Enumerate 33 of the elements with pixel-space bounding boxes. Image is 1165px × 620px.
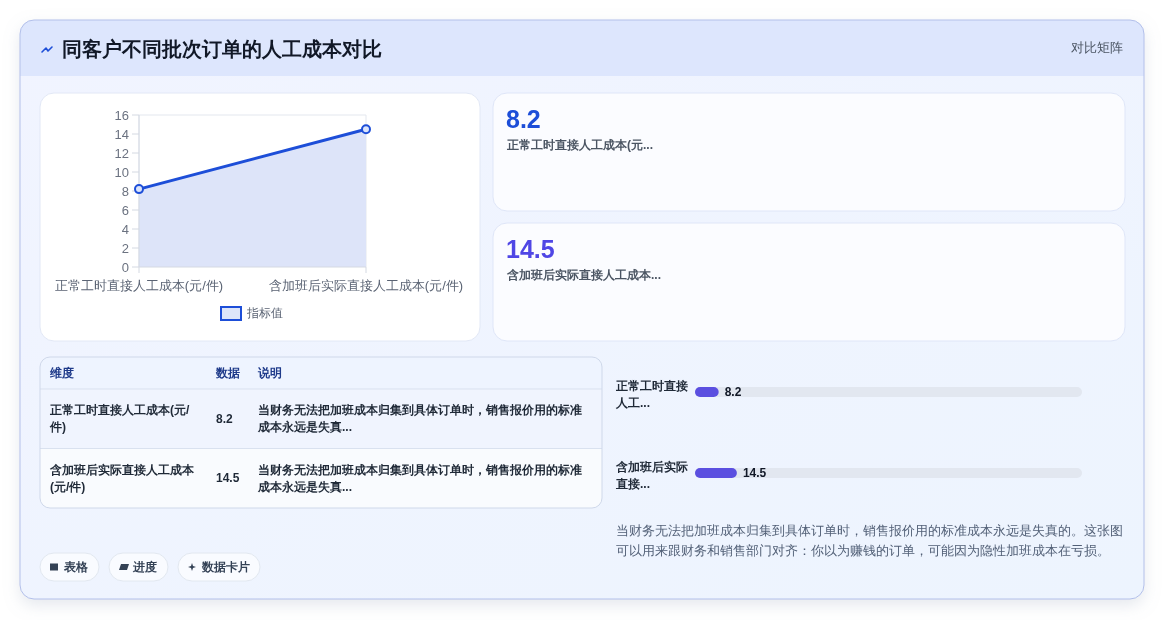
chart-title: 同客户不同批次订单的人工成本对比 xyxy=(62,38,382,60)
y-tick-label: 14 xyxy=(114,126,129,142)
text: 数据 xyxy=(215,366,240,380)
y-tick-label: 6 xyxy=(121,202,129,218)
y-tick-label: 0 xyxy=(121,259,129,275)
data-label: 14.5 xyxy=(216,471,240,486)
text: 当财务无法把加班成本归集到具体订单时，销售报价用的标准成本永远是失真的。这张图可以用来跟财务和销售部门对齐：你以为赚钱的订单，可能因为隐性加班成本在亏损。 xyxy=(616,523,1123,558)
y-tick-label: 正常工时直接人工... xyxy=(615,378,688,410)
category-label: 正常工时直接人工成本(元/件) xyxy=(49,403,190,435)
y-tick-label: 16 xyxy=(114,107,129,123)
y-tick-label: 4 xyxy=(121,221,129,237)
y-tick-label: 8 xyxy=(121,183,129,199)
category-label: 含加班后实际直接人工成本(元/件) xyxy=(49,462,195,494)
text: 数据卡片 xyxy=(201,560,250,574)
data-label: 8.2 xyxy=(216,411,234,426)
text: 说明 xyxy=(257,366,282,380)
text: 当财务无法把加班成本归集到具体订单时，销售报价用的标准成本永远是失真... xyxy=(257,403,582,435)
y-tick-label: 2 xyxy=(121,240,129,256)
text: 表格 xyxy=(63,560,89,573)
data-label: 8.2 xyxy=(506,105,541,133)
text: 当财务无法把加班成本归集到具体订单时，销售报价用的标准成本永远是失真... xyxy=(257,462,582,494)
text: 进度 xyxy=(132,560,157,573)
y-tick-label: 含加班后实际直接... xyxy=(615,459,688,491)
text: 对比矩阵 xyxy=(1071,41,1123,55)
data-label: 8.2 xyxy=(724,385,742,399)
category-label: 正常工时直接人工成本(元... xyxy=(506,138,653,152)
text: 维度 xyxy=(49,366,74,380)
legend-label: 指标值 xyxy=(246,306,283,320)
data-label: 14.5 xyxy=(506,235,555,263)
data-label: 14.5 xyxy=(742,466,767,480)
y-tick-label: 12 xyxy=(114,145,129,161)
category-label: 含加班后实际直接人工成本... xyxy=(506,268,662,282)
y-tick-label: 10 xyxy=(114,164,129,180)
